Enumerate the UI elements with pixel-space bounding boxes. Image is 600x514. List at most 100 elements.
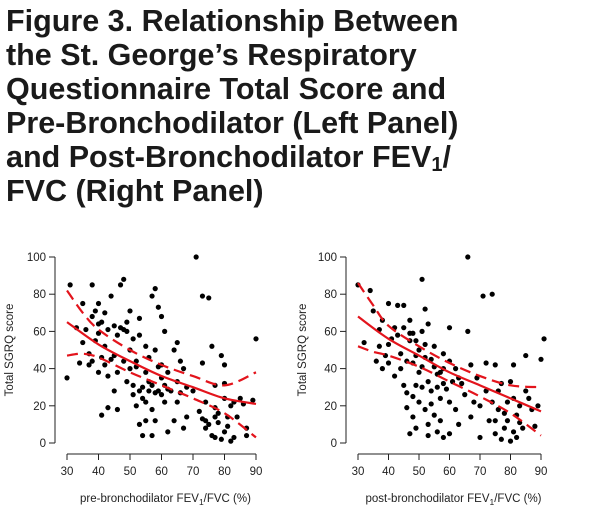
right-data-point-105 bbox=[504, 418, 511, 424]
right-data-point-92 bbox=[486, 418, 492, 424]
right-y-tick-label-60: 60 bbox=[324, 326, 337, 338]
right-data-point-52 bbox=[425, 432, 431, 439]
right-y-tick-label-100: 100 bbox=[318, 252, 337, 264]
left-data-point-33 bbox=[114, 369, 120, 375]
left-data-point-78 bbox=[158, 313, 165, 320]
right-data-point-80 bbox=[462, 392, 468, 398]
right-data-point-55 bbox=[428, 401, 434, 407]
left-data-point-18 bbox=[99, 412, 105, 418]
left-data-point-49 bbox=[133, 403, 139, 409]
right-data-point-82 bbox=[465, 328, 471, 334]
right-data-point-3 bbox=[370, 308, 376, 314]
right-data-point-21 bbox=[401, 325, 407, 331]
right-data-point-20 bbox=[401, 302, 407, 308]
right-data-point-81 bbox=[465, 254, 471, 260]
right-data-point-33 bbox=[410, 414, 416, 420]
left-x-axis-label: pre-bronchodilator FEV1/FVC (%) bbox=[80, 493, 251, 507]
right-data-point-76 bbox=[453, 366, 459, 372]
title-line-5-text: and Post-Bronchodilator FEV bbox=[6, 140, 432, 174]
left-data-point-83 bbox=[162, 328, 168, 334]
right-data-point-25 bbox=[404, 405, 410, 411]
right-data-point-97 bbox=[492, 431, 498, 437]
right-data-point-48 bbox=[422, 406, 428, 413]
left-data-point-85 bbox=[165, 369, 171, 375]
right-data-point-120 bbox=[532, 423, 538, 429]
right-data-point-65 bbox=[440, 351, 446, 357]
left-data-point-46 bbox=[130, 392, 136, 398]
figure-title: Figure 3. Relationship Between the St. G… bbox=[6, 4, 596, 208]
right-data-point-73 bbox=[446, 431, 453, 437]
left-data-point-57 bbox=[140, 432, 146, 439]
left-data-point-31 bbox=[111, 388, 117, 394]
right-y-tick-label-40: 40 bbox=[324, 364, 337, 376]
left-x-tick-label-70: 70 bbox=[187, 466, 200, 478]
right-data-point-78 bbox=[456, 421, 462, 427]
right-data-point-108 bbox=[510, 362, 517, 368]
right-ci-lower-line bbox=[357, 345, 542, 437]
right-data-point-84 bbox=[468, 362, 474, 368]
right-data-point-24 bbox=[404, 390, 410, 396]
right-data-point-99 bbox=[495, 406, 501, 413]
right-data-point-103 bbox=[501, 425, 507, 431]
left-data-point-6 bbox=[83, 326, 89, 333]
left-data-point-117 bbox=[215, 419, 221, 426]
left-data-point-102 bbox=[199, 293, 206, 299]
left-fit-line bbox=[66, 321, 257, 406]
left-data-point-101 bbox=[196, 408, 202, 414]
left-data-point-134 bbox=[243, 432, 250, 439]
right-data-point-110 bbox=[510, 429, 517, 435]
title-line-1: Figure 3. Relationship Between bbox=[6, 4, 459, 38]
right-y-tick-label-80: 80 bbox=[324, 289, 337, 301]
left-data-point-37 bbox=[121, 276, 127, 282]
right-data-point-19 bbox=[398, 366, 404, 372]
right-x-tick-label-90: 90 bbox=[535, 466, 548, 478]
left-data-point-9 bbox=[89, 358, 95, 364]
right-data-point-72 bbox=[446, 325, 453, 331]
right-data-point-39 bbox=[416, 369, 422, 375]
right-data-point-30 bbox=[410, 330, 416, 336]
left-data-point-0 bbox=[64, 375, 70, 381]
right-x-tick-label-80: 80 bbox=[504, 466, 517, 478]
left-data-point-21 bbox=[102, 310, 108, 316]
left-data-point-74 bbox=[155, 304, 161, 310]
left-data-point-62 bbox=[143, 418, 149, 424]
left-data-point-120 bbox=[221, 362, 228, 368]
left-data-point-76 bbox=[155, 388, 161, 394]
right-data-point-32 bbox=[410, 393, 416, 400]
right-y-tick-label-20: 20 bbox=[324, 401, 337, 413]
left-data-point-14 bbox=[95, 369, 102, 375]
left-data-point-71 bbox=[152, 347, 158, 353]
left-data-point-84 bbox=[165, 429, 171, 435]
left-data-point-70 bbox=[152, 286, 158, 292]
left-data-point-27 bbox=[108, 356, 114, 362]
right-x-axis-label-subscript: 1 bbox=[490, 497, 495, 507]
title-line-4: Pre-Bronchodilator (Left Panel) bbox=[6, 106, 459, 140]
left-data-point-123 bbox=[221, 429, 228, 435]
right-data-point-83 bbox=[468, 414, 474, 420]
right-data-point-10 bbox=[385, 300, 392, 307]
right-ci-upper-line bbox=[357, 282, 542, 389]
right-data-point-112 bbox=[514, 434, 520, 441]
right-data-point-15 bbox=[392, 373, 398, 379]
left-data-point-92 bbox=[174, 399, 180, 405]
right-x-tick-label-60: 60 bbox=[443, 466, 456, 478]
left-data-point-69 bbox=[149, 432, 155, 439]
left-data-point-107 bbox=[203, 425, 209, 431]
left-x-axis-label-after: /FVC (%) bbox=[204, 493, 251, 505]
left-data-point-23 bbox=[102, 362, 108, 368]
left-data-point-68 bbox=[149, 406, 155, 413]
left-data-point-28 bbox=[108, 293, 114, 299]
left-data-point-55 bbox=[136, 332, 143, 338]
left-y-tick-label-0: 0 bbox=[40, 438, 46, 450]
right-data-point-40 bbox=[416, 399, 422, 405]
left-data-point-47 bbox=[130, 336, 136, 342]
left-data-point-19 bbox=[99, 319, 105, 325]
left-y-axis-label: Total SGRQ score bbox=[4, 304, 16, 397]
left-data-point-60 bbox=[143, 399, 149, 405]
right-y-tick-label-0: 0 bbox=[331, 438, 337, 450]
left-data-point-61 bbox=[143, 343, 149, 349]
right-data-point-95 bbox=[492, 418, 498, 424]
left-data-point-36 bbox=[117, 282, 124, 288]
left-data-point-17 bbox=[95, 300, 102, 307]
left-data-point-99 bbox=[190, 388, 196, 394]
